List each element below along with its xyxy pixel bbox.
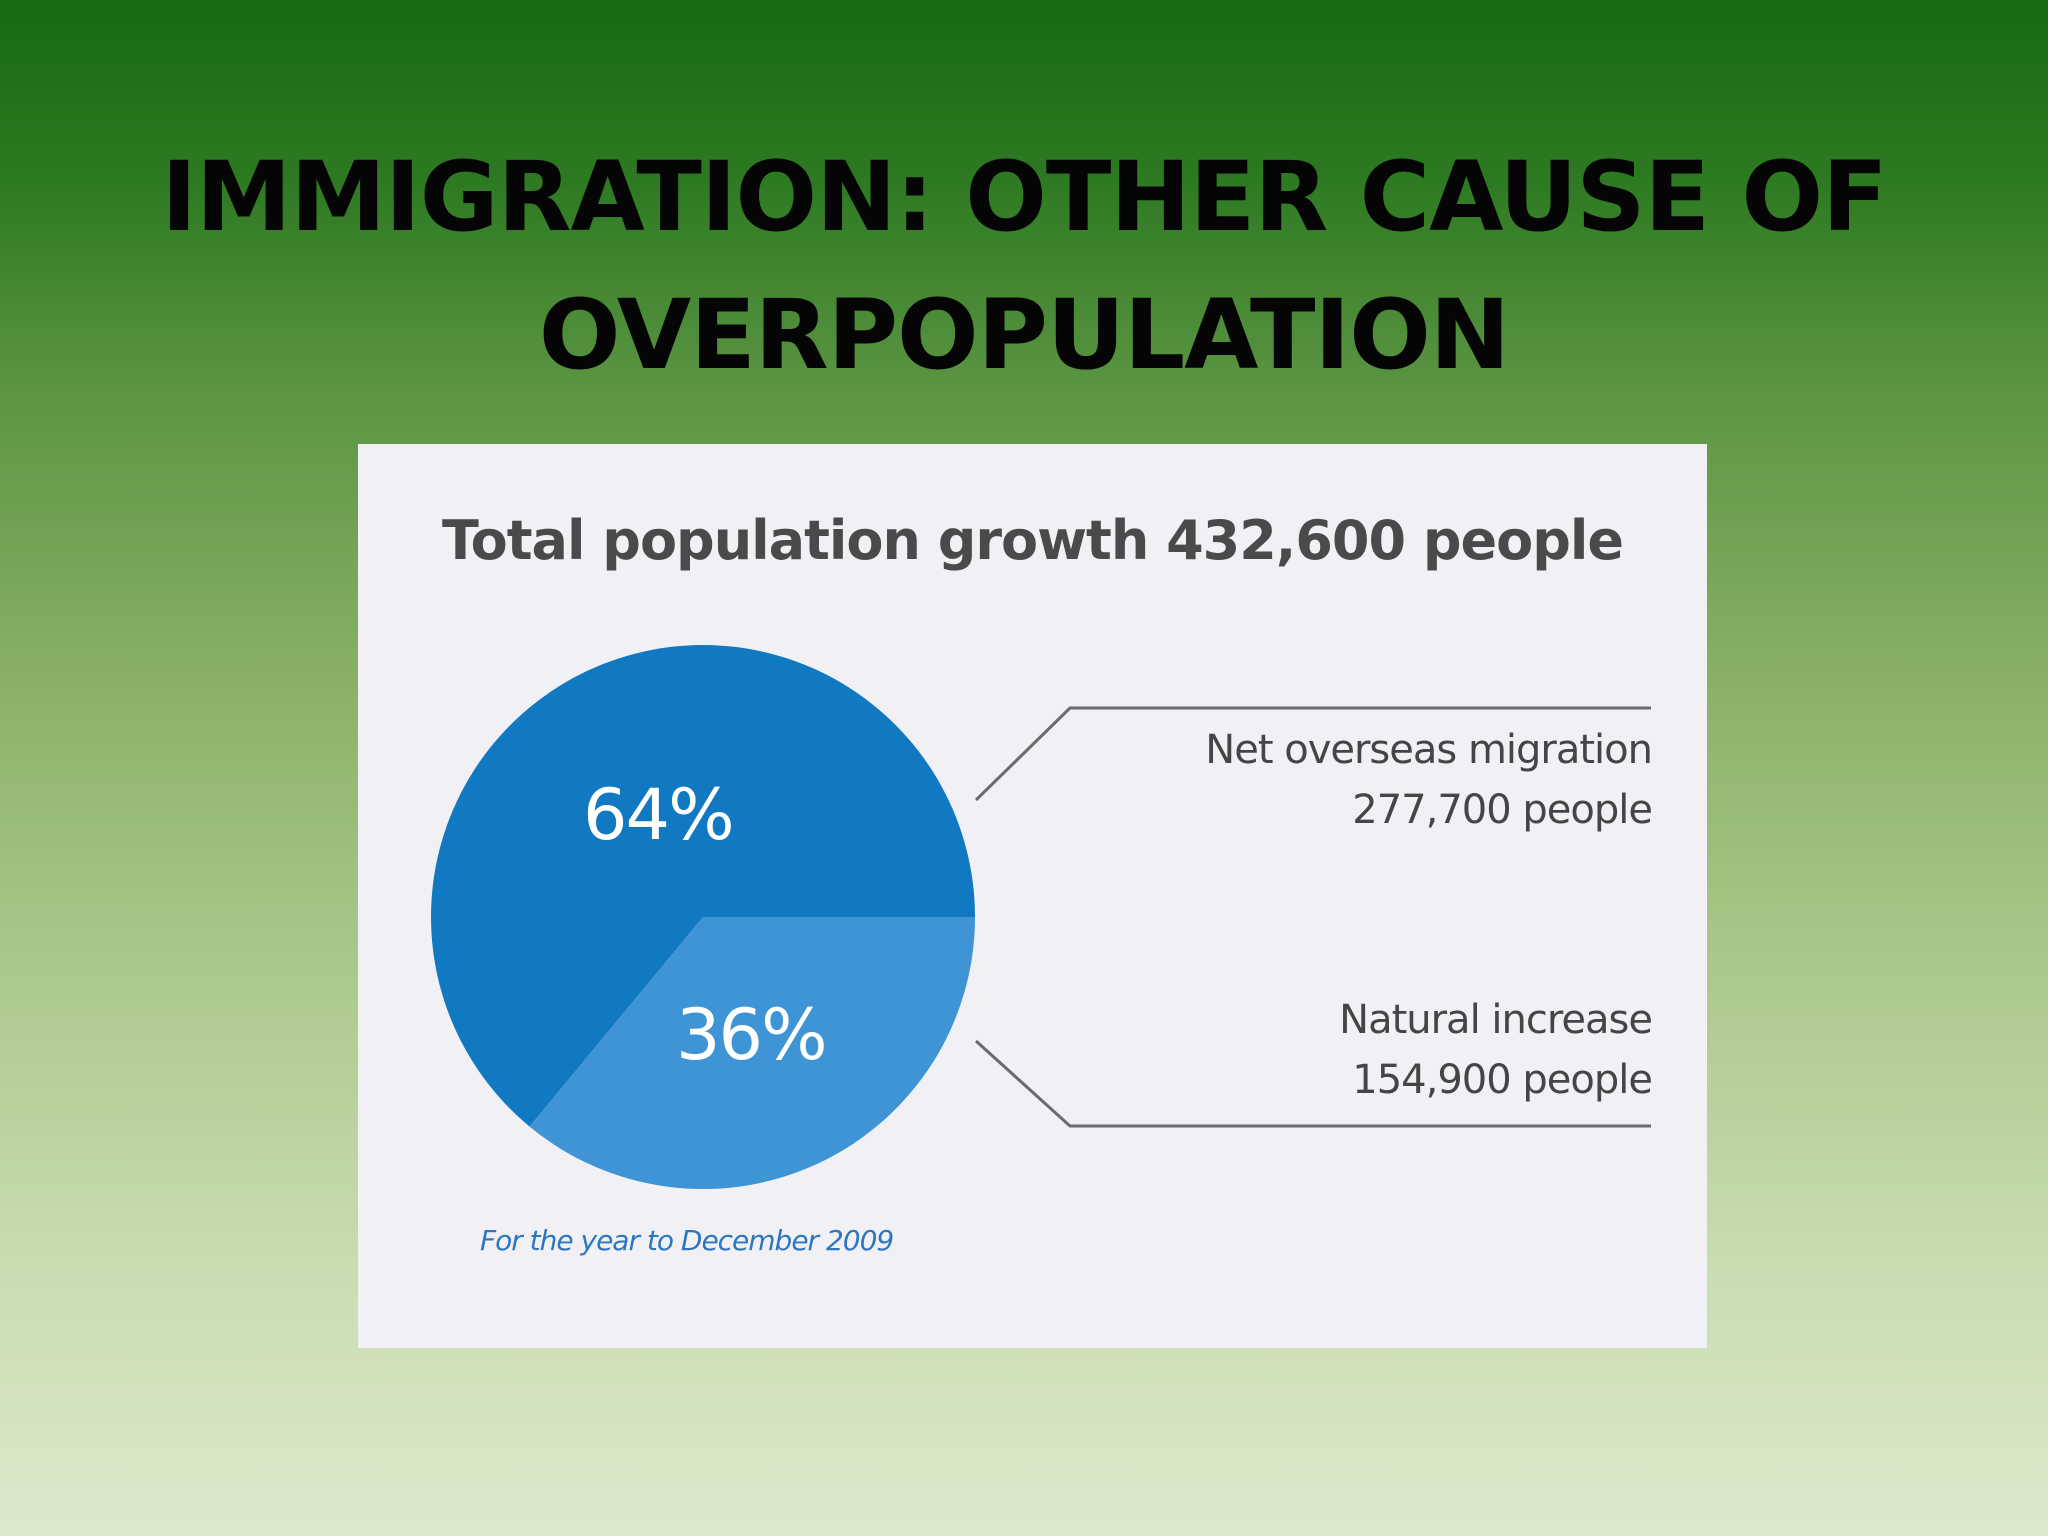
pie-slice-natural-increase (529, 917, 975, 1190)
leader-line-net-overseas-migration (974, 706, 1651, 802)
legend-label-natural-increase: Natural increase (1339, 997, 1653, 1043)
chart-footnote: For the year to December 2009 (480, 1224, 894, 1257)
chart-title: Total population growth 432,600 people (441, 509, 1624, 572)
legend-value-natural-increase: 154,900 people (1352, 1057, 1653, 1103)
slide-title-line-1: IMMIGRATION: OTHER CAUSE OF (161, 141, 1887, 253)
chart-panel: Total population growth 432,600 people 6… (358, 444, 1707, 1348)
legend-label-net-overseas-migration: Net overseas migration (1205, 727, 1653, 773)
pie-slice-net-overseas-migration (431, 645, 975, 1127)
pie-chart (431, 645, 1651, 1190)
slide-title: IMMIGRATION: OTHER CAUSE OF OVERPOPULATI… (0, 128, 2048, 404)
slide-title-line-2: OVERPOPULATION (538, 279, 1510, 391)
slice-label-64-percent: 64% (583, 774, 735, 856)
legend-value-net-overseas-migration: 277,700 people (1352, 787, 1653, 833)
legend-natural-increase: Natural increase 154,900 people (1339, 990, 1653, 1110)
legend-net-overseas-migration: Net overseas migration 277,700 people (1205, 720, 1653, 840)
leader-line-natural-increase (974, 1039, 1651, 1128)
slice-label-36-percent: 36% (676, 994, 828, 1076)
